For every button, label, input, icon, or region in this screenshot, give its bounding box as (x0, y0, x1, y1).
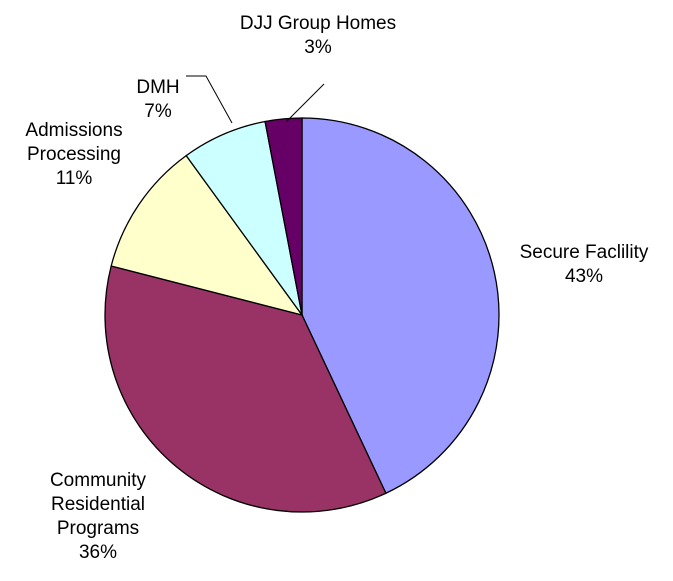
slice-name-label: Secure Faclility (520, 242, 649, 263)
pie-slice-0 (301, 117, 500, 495)
pie-slice-2 (110, 154, 304, 317)
slice-label-3: DMH 7% (136, 77, 179, 122)
slice-name-label: Community (50, 470, 147, 491)
pie-slice-4 (264, 117, 303, 316)
slice-name-label: DMH (136, 77, 179, 98)
leader-line-3 (186, 75, 233, 124)
leader-line-4 (285, 83, 325, 123)
slice-percent-label: 36% (79, 542, 117, 563)
slice-percent-label: 11% (56, 168, 93, 189)
pie-slice-1 (104, 265, 387, 513)
slice-percent-label: 43% (565, 266, 603, 287)
slice-name-label: Admissions (25, 120, 122, 141)
slice-percent-label: 7% (144, 101, 172, 122)
slice-label-0: Secure Faclility 43% (520, 242, 649, 287)
slice-label-2: Admissions Processing 11% (25, 120, 122, 189)
slice-name-label: Programs (57, 518, 139, 539)
slice-name-label: Residential (51, 494, 145, 515)
slice-label-4: DJJ Group Homes 3% (240, 13, 396, 58)
slice-label-1: Community Residential Programs 36% (50, 470, 147, 563)
slice-name-label: DJJ Group Homes (240, 13, 396, 34)
slice-percent-label: 3% (304, 37, 332, 58)
slice-name-label: Processing (27, 144, 121, 165)
